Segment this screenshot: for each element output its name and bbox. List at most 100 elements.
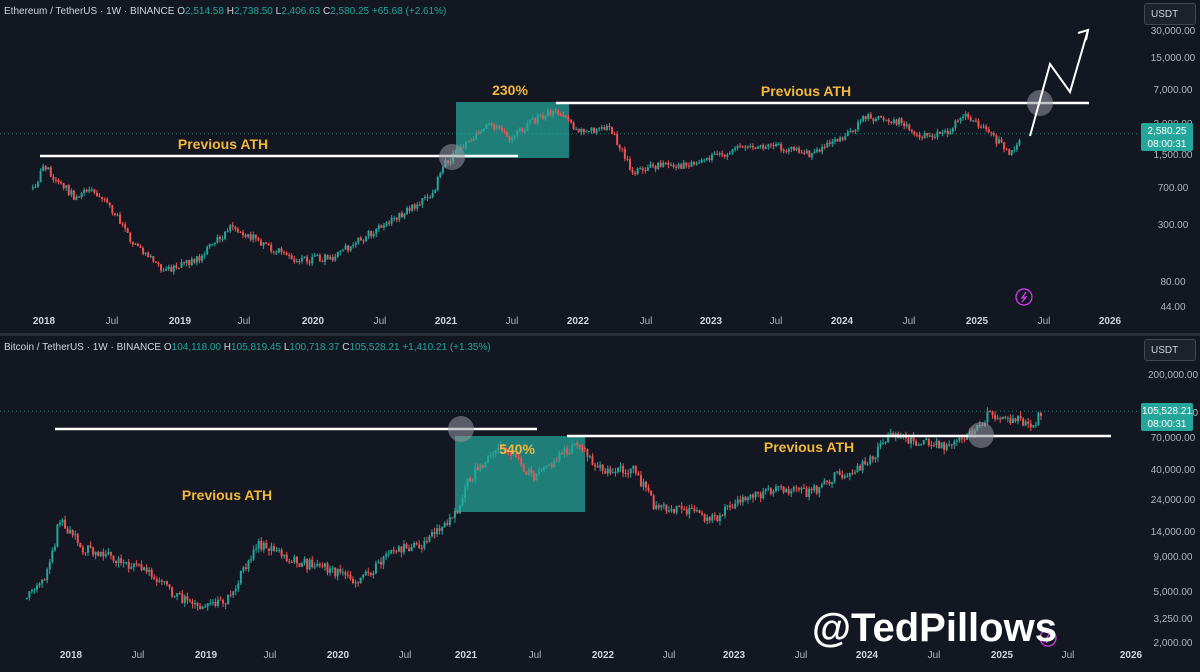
btc-candle-body	[537, 471, 540, 474]
eth-x-tick: 2018	[33, 316, 56, 327]
btc-candle	[334, 567, 337, 579]
btc-candle-body	[963, 438, 966, 440]
eth-candle	[775, 141, 778, 148]
btc-candle-body	[451, 517, 454, 519]
btc-candle	[525, 471, 528, 476]
eth-candle	[490, 121, 493, 128]
eth-candle	[739, 143, 742, 149]
btc-candle-body	[642, 481, 645, 487]
eth-x-tick: Jul	[1038, 316, 1051, 327]
eth-candle	[605, 123, 608, 132]
btc-candle-body	[917, 444, 920, 446]
btc-candle	[515, 453, 518, 458]
eth-candle	[554, 107, 557, 114]
btc-candle	[609, 465, 612, 476]
eth-candle-body	[613, 133, 616, 135]
eth-candle	[839, 135, 842, 143]
btc-candle-body	[662, 504, 665, 506]
eth-currency-button[interactable]: USDT	[1144, 3, 1196, 25]
eth-candle	[341, 249, 344, 252]
btc-candle-body	[102, 551, 105, 557]
eth-candle-body	[339, 250, 342, 252]
btc-candle-body	[639, 475, 642, 487]
btc-candle-body	[318, 563, 321, 566]
btc-candle-body	[645, 481, 648, 488]
btc-candle	[655, 500, 658, 511]
btc-candle-body	[504, 447, 507, 453]
btc-candle	[792, 485, 795, 493]
eth-candle-body	[288, 254, 291, 256]
btc-candle	[374, 560, 377, 575]
eth-candle	[969, 115, 972, 122]
btc-candle	[616, 467, 619, 474]
btc-candle	[637, 470, 640, 476]
eth-candle	[385, 221, 388, 228]
btc-candle-body	[74, 534, 77, 536]
eth-candle-body	[293, 258, 296, 262]
pane-divider[interactable]	[0, 333, 1200, 336]
btc-candle	[831, 481, 834, 489]
eth-candle-body	[995, 135, 998, 144]
eth-candle-body	[741, 146, 744, 148]
eth-candle	[185, 259, 188, 267]
eth-candle-body	[375, 228, 378, 234]
btc-candle-body	[107, 552, 110, 555]
eth-candle-body	[177, 267, 180, 269]
btc-candle	[693, 505, 696, 513]
btc-candle	[191, 598, 194, 609]
eth-candle-body	[652, 164, 655, 166]
eth-candle	[744, 145, 747, 151]
eth-candle-body	[393, 217, 396, 219]
btc-symbol[interactable]: Bitcoin / TetherUS · 1W · BINANCE	[4, 342, 162, 353]
eth-candle-body	[88, 189, 91, 192]
eth-candle	[262, 242, 265, 249]
btc-candle	[1024, 419, 1027, 427]
btc-candle-body	[321, 565, 324, 567]
eth-candle-body	[247, 234, 250, 237]
eth-candle	[511, 135, 514, 144]
eth-candle	[887, 117, 890, 126]
btc-y-tick: 5,000.00	[1154, 587, 1193, 598]
eth-candle	[915, 132, 918, 138]
btc-candle-body	[232, 591, 235, 596]
eth-candle-body	[933, 136, 936, 138]
eth-candle-body	[728, 153, 731, 155]
btc-candle-body	[853, 472, 856, 474]
eth-candle-body	[918, 134, 921, 138]
btc-candle	[927, 438, 930, 448]
btc-candle-body	[594, 464, 597, 467]
btc-candle-body	[1039, 412, 1042, 416]
eth-candle	[529, 119, 532, 126]
btc-candle	[171, 586, 174, 599]
eth-candle	[198, 253, 201, 264]
btc-candle	[874, 456, 877, 463]
eth-candle	[324, 253, 327, 266]
eth-candle	[626, 155, 629, 162]
eth-symbol[interactable]: Ethereum / TetherUS · 1W · BINANCE	[4, 6, 175, 17]
eth-candle-body	[603, 127, 606, 130]
btc-candle	[578, 444, 581, 450]
btc-candle-body	[160, 580, 163, 582]
btc-y-tick: 9,000.00	[1154, 552, 1193, 563]
btc-currency-button[interactable]: USDT	[1144, 339, 1196, 361]
btc-candle-body	[135, 563, 138, 565]
eth-candle	[672, 162, 675, 169]
btc-candle-body	[1019, 415, 1022, 419]
eth-projection-arrowhead	[1077, 28, 1090, 41]
btc-candle-body	[596, 466, 599, 468]
eth-candle-body	[331, 257, 334, 261]
btc-candle-body	[130, 567, 133, 569]
btc-candle	[410, 543, 413, 552]
eth-candle	[703, 158, 706, 163]
btc-ath-label: Previous ATH	[764, 439, 854, 455]
btc-candle-body	[298, 563, 301, 567]
eth-candle	[946, 127, 949, 138]
btc-candle	[726, 505, 729, 511]
eth-candle-body	[928, 135, 931, 137]
btc-candle	[915, 439, 918, 446]
btc-candle-body	[306, 558, 309, 570]
eth-candle-body	[677, 164, 680, 168]
eth-candle	[418, 201, 421, 207]
